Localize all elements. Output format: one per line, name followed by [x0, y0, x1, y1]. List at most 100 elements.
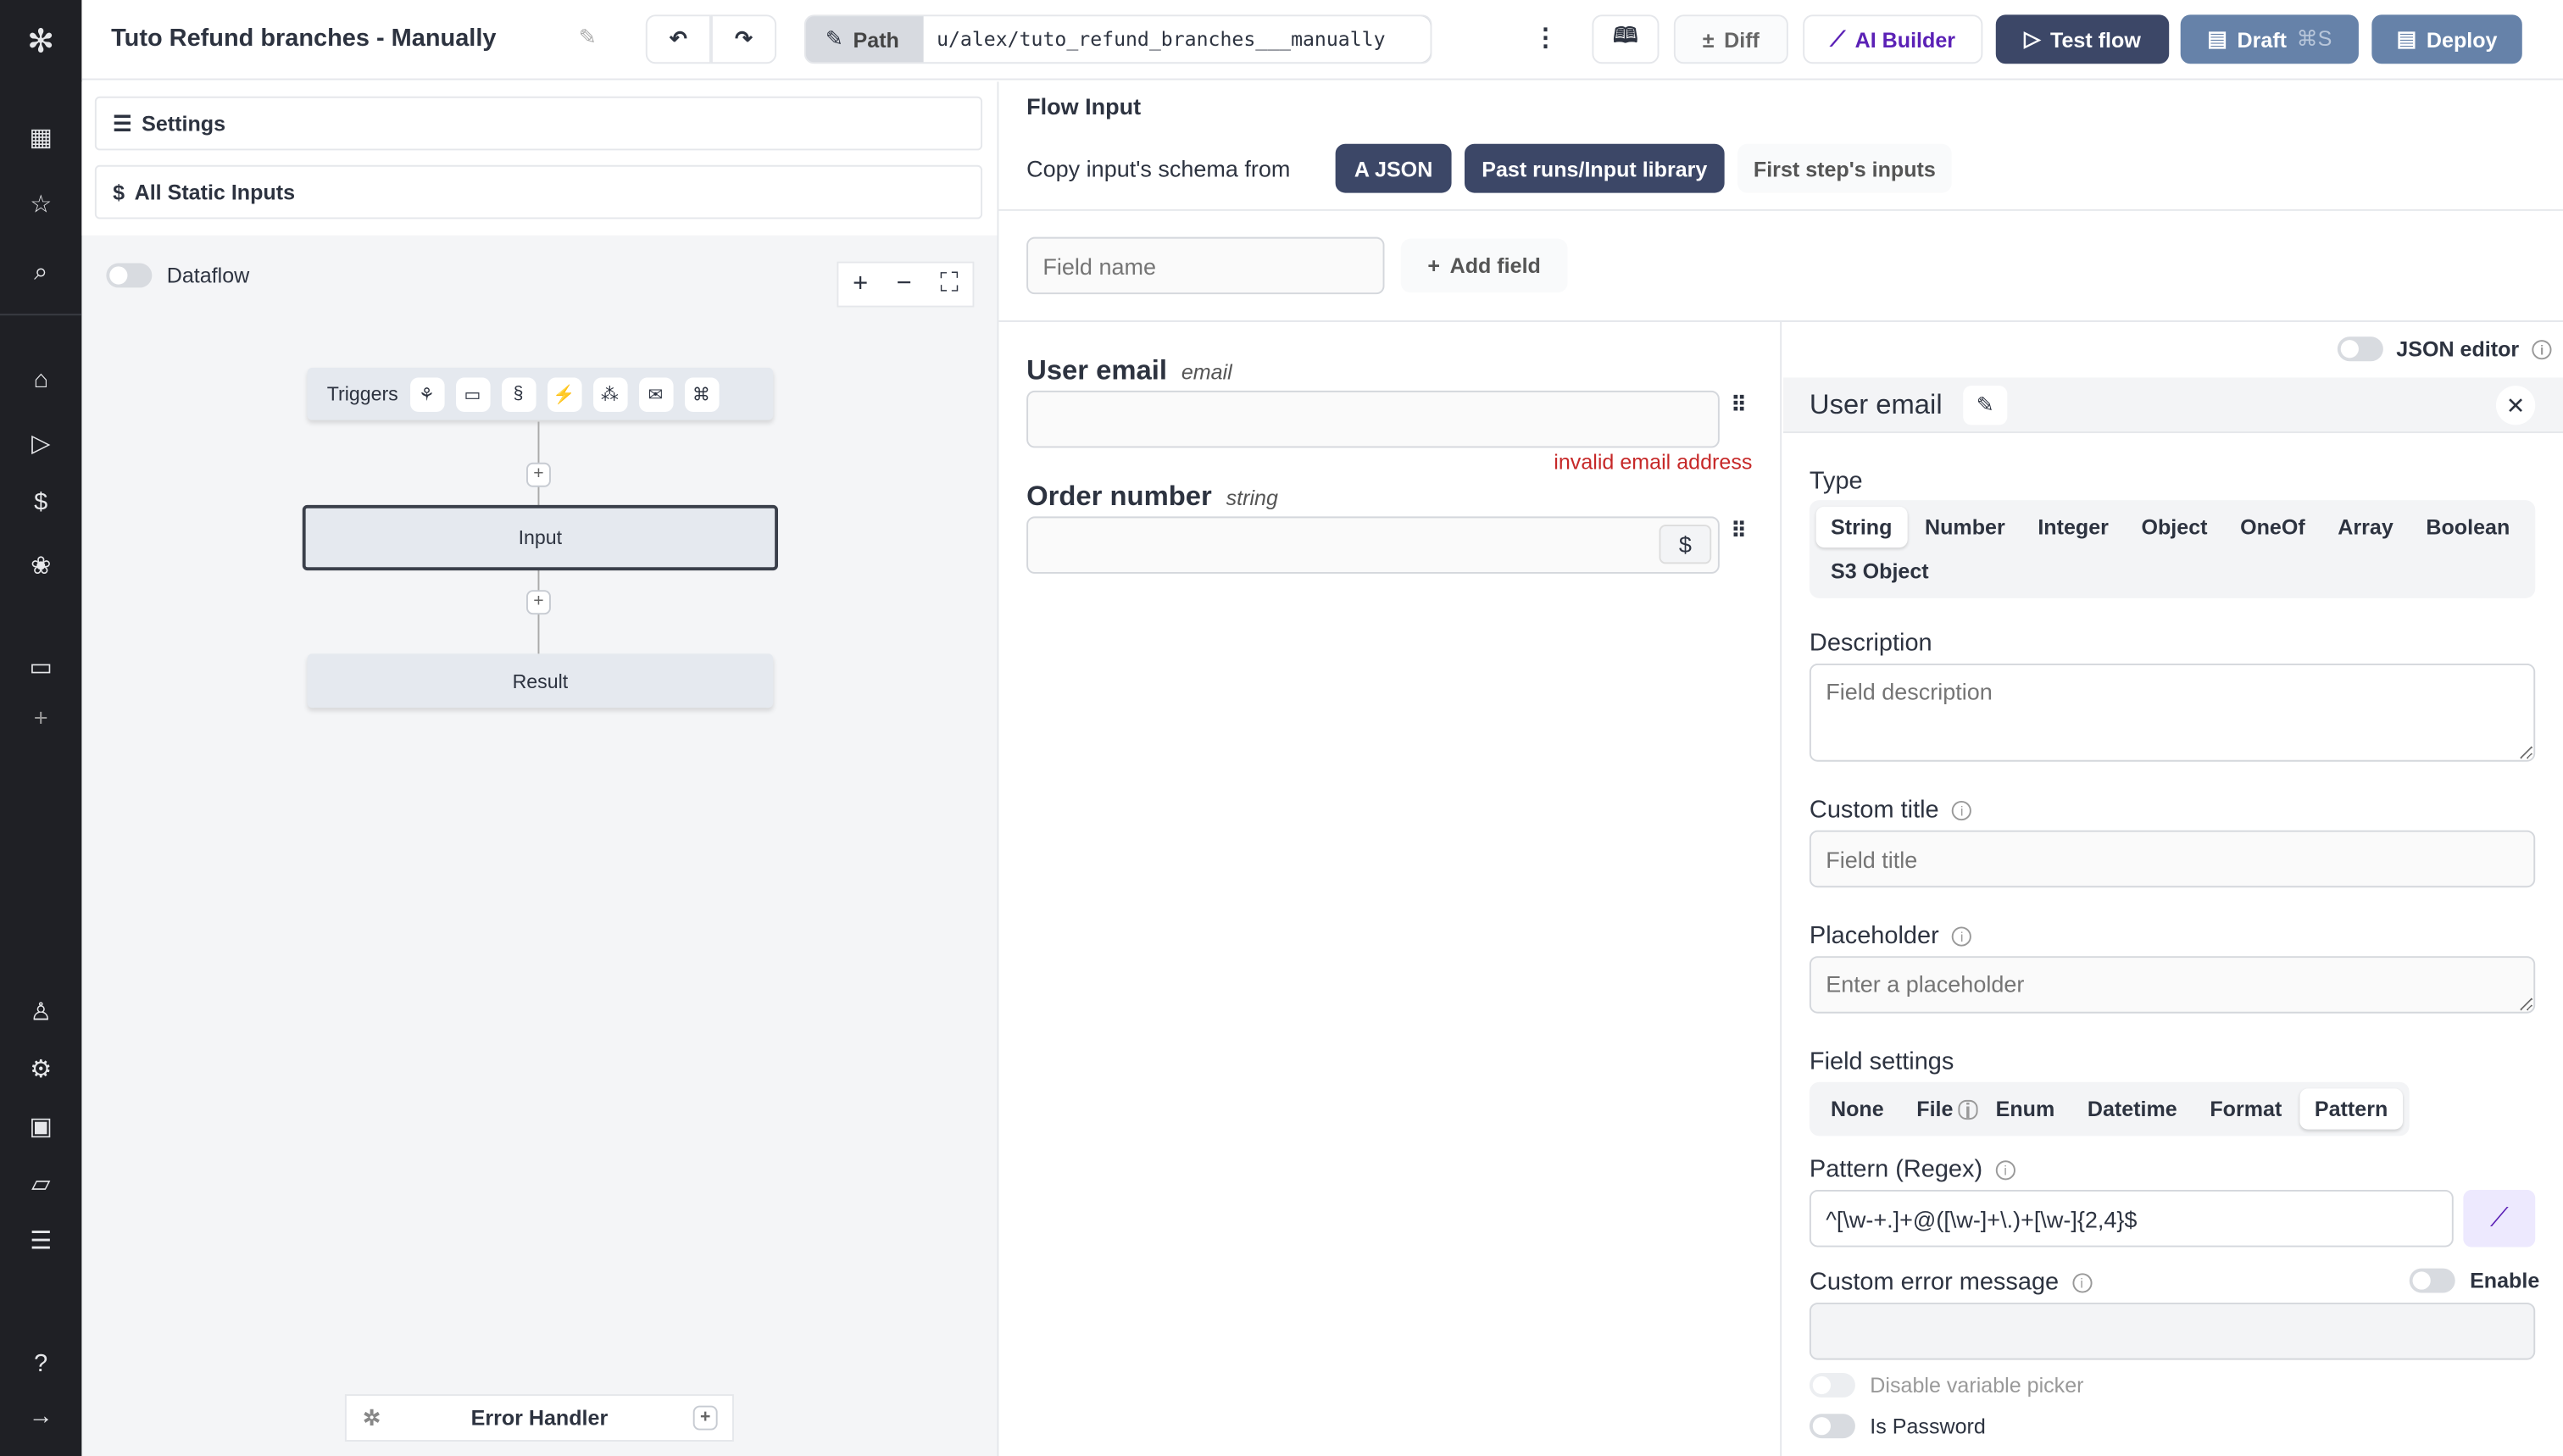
add-field-button[interactable]: + Add field: [1400, 238, 1568, 293]
option-string[interactable]: String: [1815, 506, 1907, 548]
user-email-input[interactable]: [1026, 390, 1720, 448]
result-node[interactable]: Result: [307, 653, 774, 709]
webhook-icon[interactable]: ⚘: [409, 376, 444, 412]
edit-title-icon[interactable]: ✎: [578, 24, 597, 49]
add-step-icon[interactable]: +: [525, 462, 551, 487]
folder-icon[interactable]: ▱: [31, 1170, 51, 1198]
zoom-out-icon[interactable]: −: [896, 270, 912, 297]
deploy-button[interactable]: ▤ Deploy: [2371, 14, 2522, 64]
field-name-input[interactable]: [1026, 236, 1385, 295]
option-number[interactable]: Number: [1925, 514, 2005, 540]
option-datetime[interactable]: Datetime: [2087, 1097, 2177, 1121]
custom-error-input[interactable]: [1809, 1303, 2536, 1360]
diff-button[interactable]: ± Diff: [1673, 14, 1788, 64]
draft-button[interactable]: ▤ Draft ⌘S: [2180, 14, 2359, 64]
description-textarea[interactable]: [1809, 663, 2536, 762]
binoculars-icon[interactable]: ⌘: [684, 376, 719, 412]
search-icon[interactable]: ⌕: [34, 258, 48, 286]
order-number-input[interactable]: [1026, 516, 1720, 574]
close-icon[interactable]: ✕: [2495, 386, 2536, 425]
is-password-toggle[interactable]: [1809, 1414, 1855, 1439]
field-name: Order number: [1026, 480, 1212, 512]
field-label-order-number: Order number string: [1026, 481, 1278, 514]
list-icon[interactable]: ☰: [30, 1227, 53, 1256]
star-icon[interactable]: ☆: [30, 191, 53, 220]
pattern-input[interactable]: ^[\w-+.]+@([\w-]+\.)+[\w-]{2,4}$: [1809, 1189, 2454, 1248]
add-step-icon[interactable]: +: [525, 590, 551, 615]
option-boolean[interactable]: Boolean: [2426, 514, 2510, 540]
error-handler-button[interactable]: ✲ Error Handler +: [344, 1394, 734, 1442]
option-none[interactable]: None: [1830, 1097, 1884, 1121]
option-s3-object[interactable]: S3 Object: [1830, 559, 1929, 584]
settings-label: Settings: [142, 111, 226, 136]
windmill-logo-icon[interactable]: ✻: [27, 24, 55, 61]
triggers-label: Triggers: [326, 382, 398, 406]
zoom-in-icon[interactable]: +: [853, 270, 869, 297]
docs-button[interactable]: 🕮: [1592, 14, 1660, 64]
disable-variable-picker-toggle[interactable]: [1809, 1372, 1855, 1398]
plus-icon[interactable]: +: [33, 704, 48, 732]
dollar-icon[interactable]: $: [34, 488, 48, 517]
user-icon[interactable]: ♙: [30, 998, 53, 1027]
calendar-icon[interactable]: ▭: [29, 653, 53, 682]
option-oneof[interactable]: OneOf: [2240, 514, 2305, 540]
arrow-right-icon[interactable]: →: [28, 1402, 53, 1431]
more-menu-icon[interactable]: ⋮: [1532, 24, 1558, 53]
dataflow-label: Dataflow: [166, 263, 250, 288]
static-inputs-button[interactable]: $ All Static Inputs: [94, 164, 983, 220]
option-pattern[interactable]: Pattern: [2299, 1088, 2403, 1130]
copy-schema-label: Copy input's schema from: [1026, 155, 1291, 182]
drag-handle-icon[interactable]: ⠿: [1731, 392, 1747, 417]
option-array[interactable]: Array: [2338, 514, 2393, 540]
source-json-button[interactable]: A JSON: [1335, 143, 1452, 193]
route-icon[interactable]: §: [501, 376, 536, 412]
option-integer[interactable]: Integer: [2038, 514, 2109, 540]
add-error-handler-icon[interactable]: +: [692, 1405, 718, 1431]
ai-generate-pattern-button[interactable]: ⟋: [2463, 1189, 2536, 1248]
bot-icon[interactable]: ▣: [29, 1113, 53, 1142]
test-flow-button[interactable]: ▷ Test flow: [1995, 14, 2170, 64]
option-file[interactable]: File: [1916, 1097, 1954, 1121]
path-input[interactable]: u/alex/tuto_refund_branches___manually: [923, 16, 1431, 63]
mail-icon[interactable]: ✉: [638, 376, 673, 412]
save-icon: ▤: [2396, 25, 2417, 51]
path-field[interactable]: ✎ Path u/alex/tuto_refund_branches___manu…: [803, 14, 1432, 64]
triggers-node[interactable]: Triggers ⚘ ▭ § ⚡ ⁂ ✉ ⌘: [307, 367, 774, 420]
settings-button[interactable]: ☰ Settings: [94, 96, 983, 151]
flow-title[interactable]: Tuto Refund branches - Manually: [111, 24, 497, 53]
edit-field-name-icon[interactable]: ✎: [1963, 386, 2008, 425]
source-first-step-button[interactable]: First step's inputs: [1737, 143, 1952, 193]
redo-button[interactable]: ↷: [710, 14, 777, 64]
plus-minus-icon: ±: [1702, 26, 1715, 52]
placeholder-textarea[interactable]: [1809, 956, 2536, 1014]
option-format[interactable]: Format: [2210, 1097, 2282, 1121]
option-object[interactable]: Object: [2141, 514, 2208, 540]
undo-button[interactable]: ↶: [645, 14, 711, 64]
calendar-icon[interactable]: ▭: [455, 376, 490, 412]
home-icon[interactable]: ⌂: [33, 365, 48, 394]
json-editor-toggle[interactable]: [2337, 336, 2383, 362]
pencil-icon: ✎: [825, 25, 843, 51]
building-icon[interactable]: ▦: [29, 124, 53, 153]
ai-builder-button[interactable]: ⟋ AI Builder: [1803, 14, 1983, 64]
input-node[interactable]: Input: [302, 504, 778, 571]
editor-field-title: User email: [1809, 388, 1943, 420]
option-enum[interactable]: Enum: [1995, 1097, 2055, 1121]
kafka-icon[interactable]: ⁂: [592, 376, 627, 412]
variable-picker-dollar-icon[interactable]: $: [1659, 525, 1712, 564]
custom-error-enable-toggle[interactable]: [2409, 1268, 2455, 1293]
fit-view-icon[interactable]: ⛶: [940, 270, 959, 297]
field-settings-label: Field settings: [1809, 1048, 1954, 1075]
play-icon[interactable]: ▷: [31, 430, 51, 458]
magic-wand-icon: ⟋: [1830, 25, 1846, 51]
help-icon[interactable]: ?: [34, 1349, 48, 1378]
save-icon: ▤: [2207, 25, 2227, 51]
resources-icon[interactable]: ❀: [31, 552, 52, 581]
dataflow-toggle[interactable]: [106, 263, 153, 288]
custom-title-input[interactable]: [1809, 830, 2536, 888]
drag-handle-icon[interactable]: ⠿: [1731, 518, 1747, 543]
gear-icon[interactable]: ⚙: [30, 1055, 53, 1084]
add-field-label: Add field: [1449, 253, 1541, 278]
plug-icon[interactable]: ⚡: [547, 376, 581, 412]
source-past-runs-button[interactable]: Past runs/Input library: [1464, 143, 1725, 193]
